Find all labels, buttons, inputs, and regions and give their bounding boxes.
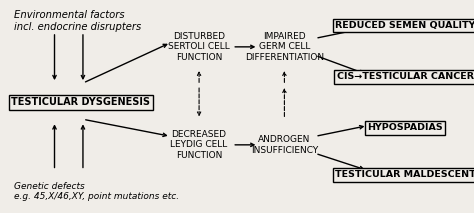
Text: Environmental factors
incl. endocrine disrupters: Environmental factors incl. endocrine di… — [14, 10, 141, 32]
Text: IMPAIRED
GERM CELL
DIFFERENTIATION: IMPAIRED GERM CELL DIFFERENTIATION — [245, 32, 324, 62]
Text: TESTICULAR DYSGENESIS: TESTICULAR DYSGENESIS — [11, 97, 150, 107]
Text: ANDROGEN
INSUFFICIENCY: ANDROGEN INSUFFICIENCY — [251, 135, 318, 155]
Text: REDUCED SEMEN QUALITY: REDUCED SEMEN QUALITY — [335, 21, 474, 30]
Text: CIS→TESTICULAR CANCER: CIS→TESTICULAR CANCER — [337, 72, 474, 81]
Text: TESTICULAR MALDESCENT: TESTICULAR MALDESCENT — [335, 170, 474, 179]
Text: HYPOSPADIAS: HYPOSPADIAS — [367, 123, 443, 132]
Text: Genetic defects
e.g. 45,X/46,XY, point mutations etc.: Genetic defects e.g. 45,X/46,XY, point m… — [14, 182, 179, 201]
Text: DECREASED
LEYDIG CELL
FUNCTION: DECREASED LEYDIG CELL FUNCTION — [171, 130, 228, 160]
Text: DISTURBED
SERTOLI CELL
FUNCTION: DISTURBED SERTOLI CELL FUNCTION — [168, 32, 230, 62]
